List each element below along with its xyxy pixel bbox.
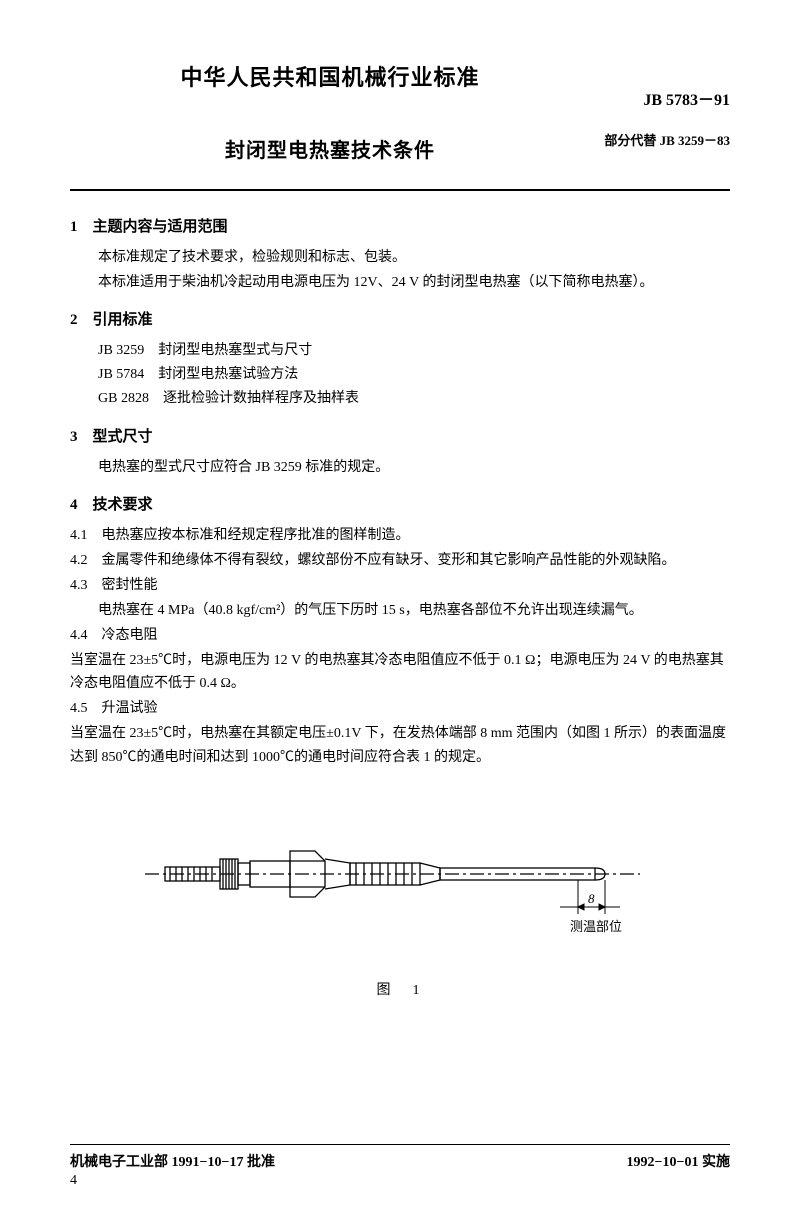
approval-text: 机械电子工业部 1991−10−17 批准 <box>70 1151 275 1171</box>
item-4-2: 4.2 金属零件和绝缘体不得有裂纹，螺纹部份不应有缺牙、变形和其它影响产品性能的… <box>70 549 730 572</box>
footer: 机械电子工业部 1991−10−17 批准 1992−10−01 实施 4 <box>70 1126 730 1189</box>
section-1-p1: 本标准规定了技术要求，检验规则和标志、包装。 <box>70 246 730 269</box>
ref-item: JB 3259 封闭型电热塞型式与尺寸 <box>98 339 730 363</box>
glow-plug-diagram: 8 测温部位 <box>140 819 660 949</box>
ref-item: GB 2828 逐批检验计数抽样程序及抽样表 <box>98 387 730 411</box>
section-1-p2: 本标准适用于柴油机冷起动用电源电压为 12V、24 V 的封闭型电热塞（以下简称… <box>70 271 730 294</box>
section-1-heading: 1 主题内容与适用范围 <box>70 215 730 236</box>
page-number: 4 <box>70 1173 730 1189</box>
item-4-5-p: 当室温在 23±5℃时，电热塞在其额定电压±0.1V 下，在发热体端部 8 mm… <box>70 722 730 768</box>
section-3-heading: 3 型式尺寸 <box>70 425 730 446</box>
figure-caption: 图 1 <box>70 979 730 999</box>
measurement-label: 测温部位 <box>570 919 622 934</box>
ref-item: JB 5784 封闭型电热塞试验方法 <box>98 363 730 387</box>
item-4-1: 4.1 电热塞应按本标准和经规定程序批准的图样制造。 <box>70 524 730 547</box>
standard-code: JB 5783－91 <box>643 86 730 110</box>
item-4-4: 4.4 冷态电阻 <box>70 624 730 647</box>
replaces-note: 部分代替 JB 3259－83 <box>604 130 730 149</box>
item-4-5: 4.5 升温试验 <box>70 697 730 720</box>
item-4-3-p: 电热塞在 4 MPa（40.8 kgf/cm²）的气压下历时 15 s，电热塞各… <box>70 599 730 622</box>
document-header: 中华人民共和国机械行业标准 JB 5783－91 部分代替 JB 3259－83… <box>70 60 730 163</box>
reference-list: JB 3259 封闭型电热塞型式与尺寸 JB 5784 封闭型电热塞试验方法 G… <box>98 339 730 410</box>
dimension-value: 8 <box>588 891 595 906</box>
main-title: 中华人民共和国机械行业标准 <box>70 60 730 92</box>
section-3-p1: 电热塞的型式尺寸应符合 JB 3259 标准的规定。 <box>70 456 730 479</box>
divider-top <box>70 189 730 191</box>
figure-1: 8 测温部位 图 1 <box>70 819 730 999</box>
section-2-heading: 2 引用标准 <box>70 308 730 329</box>
item-4-3: 4.3 密封性能 <box>70 574 730 597</box>
item-4-4-p: 当室温在 23±5℃时，电源电压为 12 V 的电热塞其冷态电阻值应不低于 0.… <box>70 649 730 695</box>
divider-bottom <box>70 1144 730 1145</box>
section-4-heading: 4 技术要求 <box>70 493 730 514</box>
effective-text: 1992−10−01 实施 <box>627 1151 730 1171</box>
